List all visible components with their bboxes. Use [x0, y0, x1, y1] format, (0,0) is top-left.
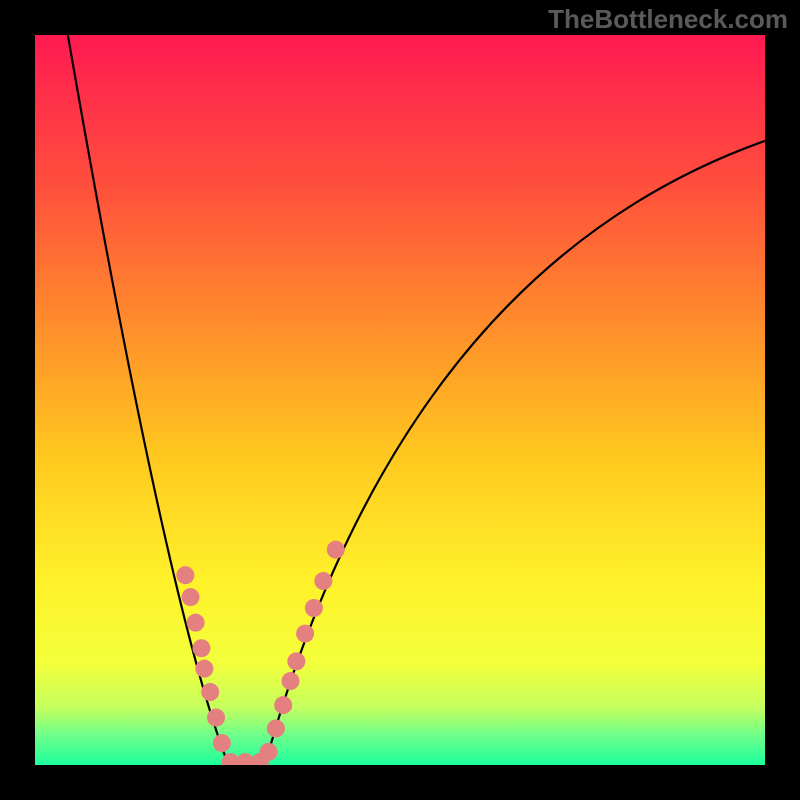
data-dot	[213, 734, 231, 752]
chart-frame	[0, 0, 800, 800]
data-dot	[207, 709, 225, 727]
data-dot	[187, 614, 205, 632]
data-dot	[192, 639, 210, 657]
plot-area	[35, 35, 765, 765]
data-dot	[327, 541, 345, 559]
data-dot	[181, 588, 199, 606]
data-dot	[176, 566, 194, 584]
data-dot	[267, 720, 285, 738]
data-dot	[296, 625, 314, 643]
data-dot	[314, 572, 332, 590]
curve-layer	[35, 35, 765, 765]
data-dot	[287, 652, 305, 670]
data-dot	[201, 683, 219, 701]
data-dot	[195, 660, 213, 678]
bottleneck-curve	[68, 35, 765, 765]
data-dot	[282, 672, 300, 690]
data-dots	[176, 541, 344, 765]
data-dot	[274, 696, 292, 714]
data-dot	[260, 743, 278, 761]
watermark-text: TheBottleneck.com	[548, 4, 788, 35]
data-dot	[305, 599, 323, 617]
